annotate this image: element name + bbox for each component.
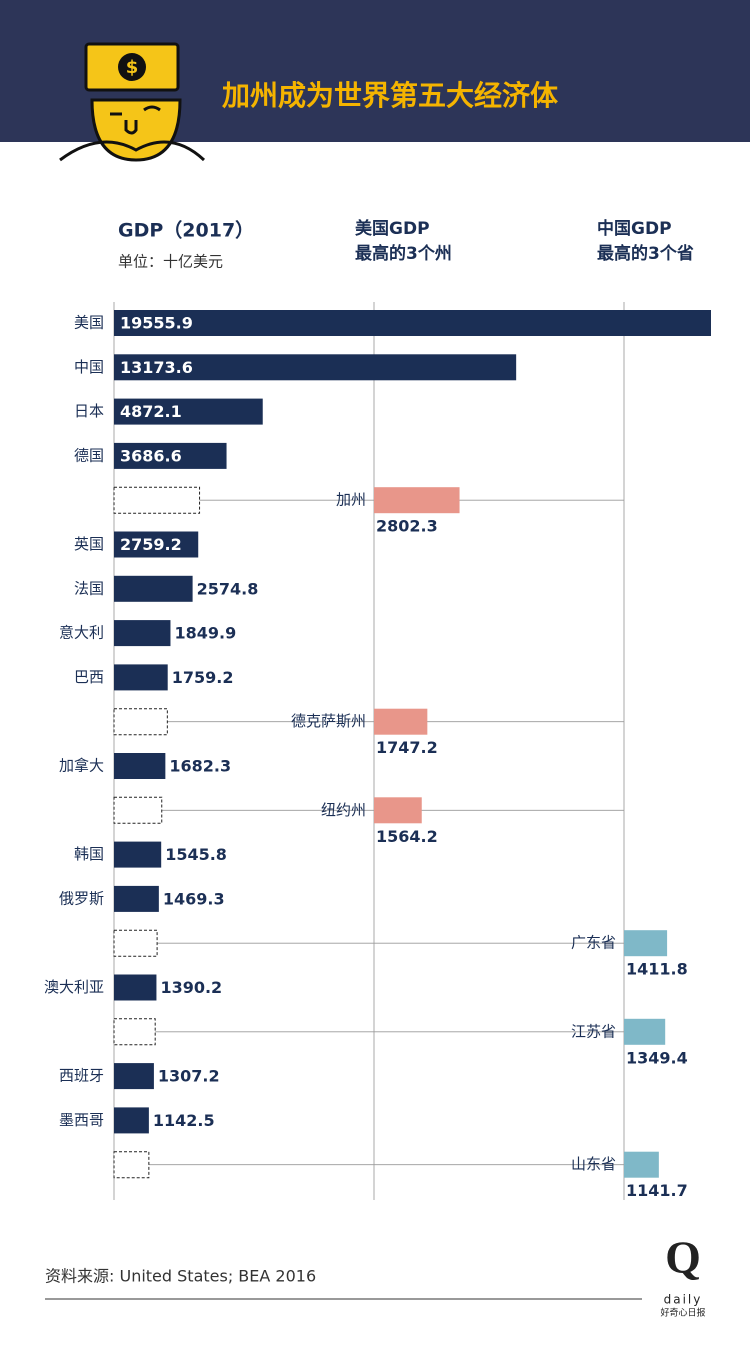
category-label: 德国 <box>74 446 104 464</box>
value-label: 1307.2 <box>158 1067 220 1086</box>
cn-header: 中国GDP <box>597 218 672 239</box>
value-label: 1469.3 <box>163 889 225 908</box>
bar <box>624 930 668 957</box>
bar <box>114 310 711 336</box>
mascot: $ <box>59 42 206 162</box>
value-label: 3686.6 <box>120 446 182 465</box>
category-label: 中国 <box>74 358 104 376</box>
category-label: 澳大利亚 <box>44 978 104 996</box>
category-label: 江苏省 <box>571 1022 616 1040</box>
logo-mark: Q <box>665 1232 701 1283</box>
bar <box>114 398 263 425</box>
category-label: 意大利 <box>59 624 104 642</box>
logo-name: 好奇心日报 <box>660 1307 705 1319</box>
value-label: 2574.8 <box>197 579 259 598</box>
category-label: 英国 <box>74 535 104 553</box>
bar <box>624 1018 666 1045</box>
bar <box>114 1063 154 1090</box>
category-label: 韩国 <box>74 845 104 863</box>
bar <box>114 442 227 469</box>
category-label: 墨西哥 <box>59 1111 104 1129</box>
value-label: 1759.2 <box>172 668 234 687</box>
bar <box>374 708 428 735</box>
value-label: 1141.7 <box>626 1181 688 1200</box>
us-header: 美国GDP <box>355 218 430 239</box>
bar <box>114 974 157 1001</box>
category-label: 俄罗斯 <box>59 889 104 907</box>
category-label: 美国 <box>74 314 104 332</box>
us-header: 最高的3个州 <box>355 243 452 264</box>
category-label: 德克萨斯州 <box>291 712 366 730</box>
value-label: 1390.2 <box>160 978 222 997</box>
bar <box>114 1107 149 1134</box>
value-label: 1142.5 <box>153 1111 215 1130</box>
category-label: 加州 <box>336 491 366 509</box>
cn-header: 最高的3个省 <box>597 243 694 264</box>
value-label: 4872.1 <box>120 402 182 421</box>
category-label: 日本 <box>74 402 104 420</box>
bar <box>114 620 171 647</box>
bar <box>114 841 162 868</box>
bar <box>114 354 517 381</box>
value-label: 1349.4 <box>626 1048 688 1067</box>
unit: 单位：十亿美元 <box>118 253 223 271</box>
category-label: 广东省 <box>571 934 616 952</box>
placeholder-bar <box>113 796 163 824</box>
category-label: 加拿大 <box>59 757 104 775</box>
placeholder-bar <box>113 708 168 736</box>
logo-word: daily <box>664 1293 703 1307</box>
category-label: 纽约州 <box>321 801 366 819</box>
bar <box>374 797 422 824</box>
category-label: 巴西 <box>74 668 104 686</box>
chart-title: 加州成为世界第五大经济体 <box>222 79 559 112</box>
placeholder-bar <box>113 1018 156 1046</box>
svg-text:$: $ <box>126 57 139 78</box>
value-label: 1747.2 <box>376 738 438 757</box>
axis-title: GDP（2017） <box>118 219 254 242</box>
value-label: 19555.9 <box>120 314 193 333</box>
bar <box>374 487 460 514</box>
bar <box>624 1151 659 1178</box>
category-label: 山东省 <box>571 1155 616 1173</box>
value-label: 1411.8 <box>626 960 688 979</box>
category-label: 西班牙 <box>59 1067 104 1085</box>
bar <box>114 531 199 558</box>
bar <box>114 885 159 912</box>
value-label: 2759.2 <box>120 535 182 554</box>
value-label: 1564.2 <box>376 827 438 846</box>
source: 资料来源: United States; BEA 2016 <box>45 1267 316 1286</box>
value-label: 1682.3 <box>169 757 231 776</box>
bar <box>114 575 193 602</box>
value-label: 2802.3 <box>376 517 438 536</box>
placeholder-bar <box>113 486 201 514</box>
placeholder-bar <box>113 1151 150 1179</box>
placeholder-bar <box>113 929 158 957</box>
value-label: 1849.9 <box>174 624 236 643</box>
value-label: 1545.8 <box>165 845 227 864</box>
bar <box>114 664 168 691</box>
category-label: 法国 <box>74 579 104 597</box>
value-label: 13173.6 <box>120 358 193 377</box>
bar <box>114 753 166 779</box>
